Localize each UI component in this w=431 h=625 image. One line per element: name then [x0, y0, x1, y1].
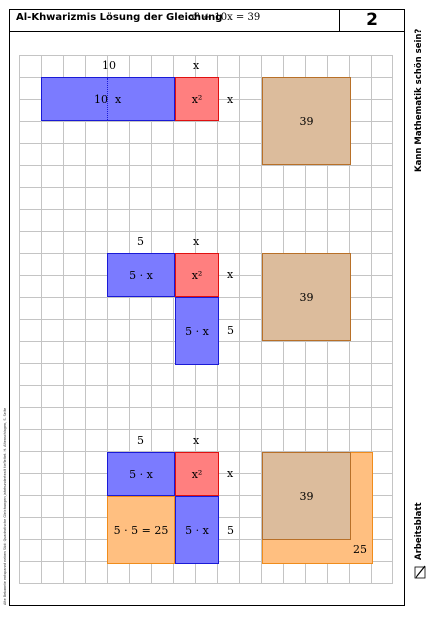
fig3-rect-top-5x: 5 · x: [107, 452, 175, 496]
fig3-added-label-25: 25: [353, 543, 367, 556]
fig3-rect-bottom-5x: 5 · x: [175, 496, 219, 564]
fig1-divider: [107, 78, 108, 120]
fig1-rect-label-x: x: [115, 93, 122, 106]
fig2-area-39: 39: [262, 253, 351, 341]
fig3-top-label-x: x: [193, 434, 200, 447]
series-title: Kann Mathematik schön sein?: [414, 28, 424, 172]
fig3-area-39: 39: [262, 452, 351, 540]
fig2-top-label-x: x: [193, 235, 200, 248]
fig3-side-label-5: 5: [227, 524, 234, 537]
equation: x² + 10x = 39: [190, 12, 261, 23]
fig1-side-label-x: x: [227, 93, 234, 106]
header-bar: [9, 9, 405, 32]
fig3-side-label-x: x: [227, 467, 234, 480]
fig1-area-39: 39: [262, 77, 351, 165]
pen-icon: [414, 565, 426, 579]
fig1-top-label-10: 10: [102, 59, 116, 72]
fig2-square-x2: x²: [175, 253, 219, 297]
fig2-side-label-x: x: [227, 268, 234, 281]
fig3-top-label-5: 5: [137, 434, 144, 447]
document-type: Arbeitsblatt: [414, 502, 424, 560]
sheet-number: 2: [366, 10, 378, 30]
fig3-square-x2: x²: [175, 452, 219, 496]
footer-credits: Alte Bekannte entspannt neben Süd: Quadr…: [3, 407, 7, 605]
fig1-square-x2: x²: [175, 77, 219, 121]
fig1-rect-label-10: 10: [94, 93, 108, 106]
fig2-rect-bottom-5x: 5 · x: [175, 297, 219, 365]
fig2-rect-top-5x: 5 · x: [107, 253, 175, 297]
fig1-top-label-x: x: [193, 59, 200, 72]
fig2-side-label-5: 5: [227, 324, 234, 337]
worksheet-title: Al-Khwarizmis Lösung der Gleichung: [16, 12, 223, 23]
fig2-top-label-5: 5: [137, 235, 144, 248]
fig3-completion-square: 5 · 5 = 25: [107, 496, 175, 564]
header-separator: [339, 10, 341, 31]
fig1-rect-10x: [41, 77, 175, 121]
